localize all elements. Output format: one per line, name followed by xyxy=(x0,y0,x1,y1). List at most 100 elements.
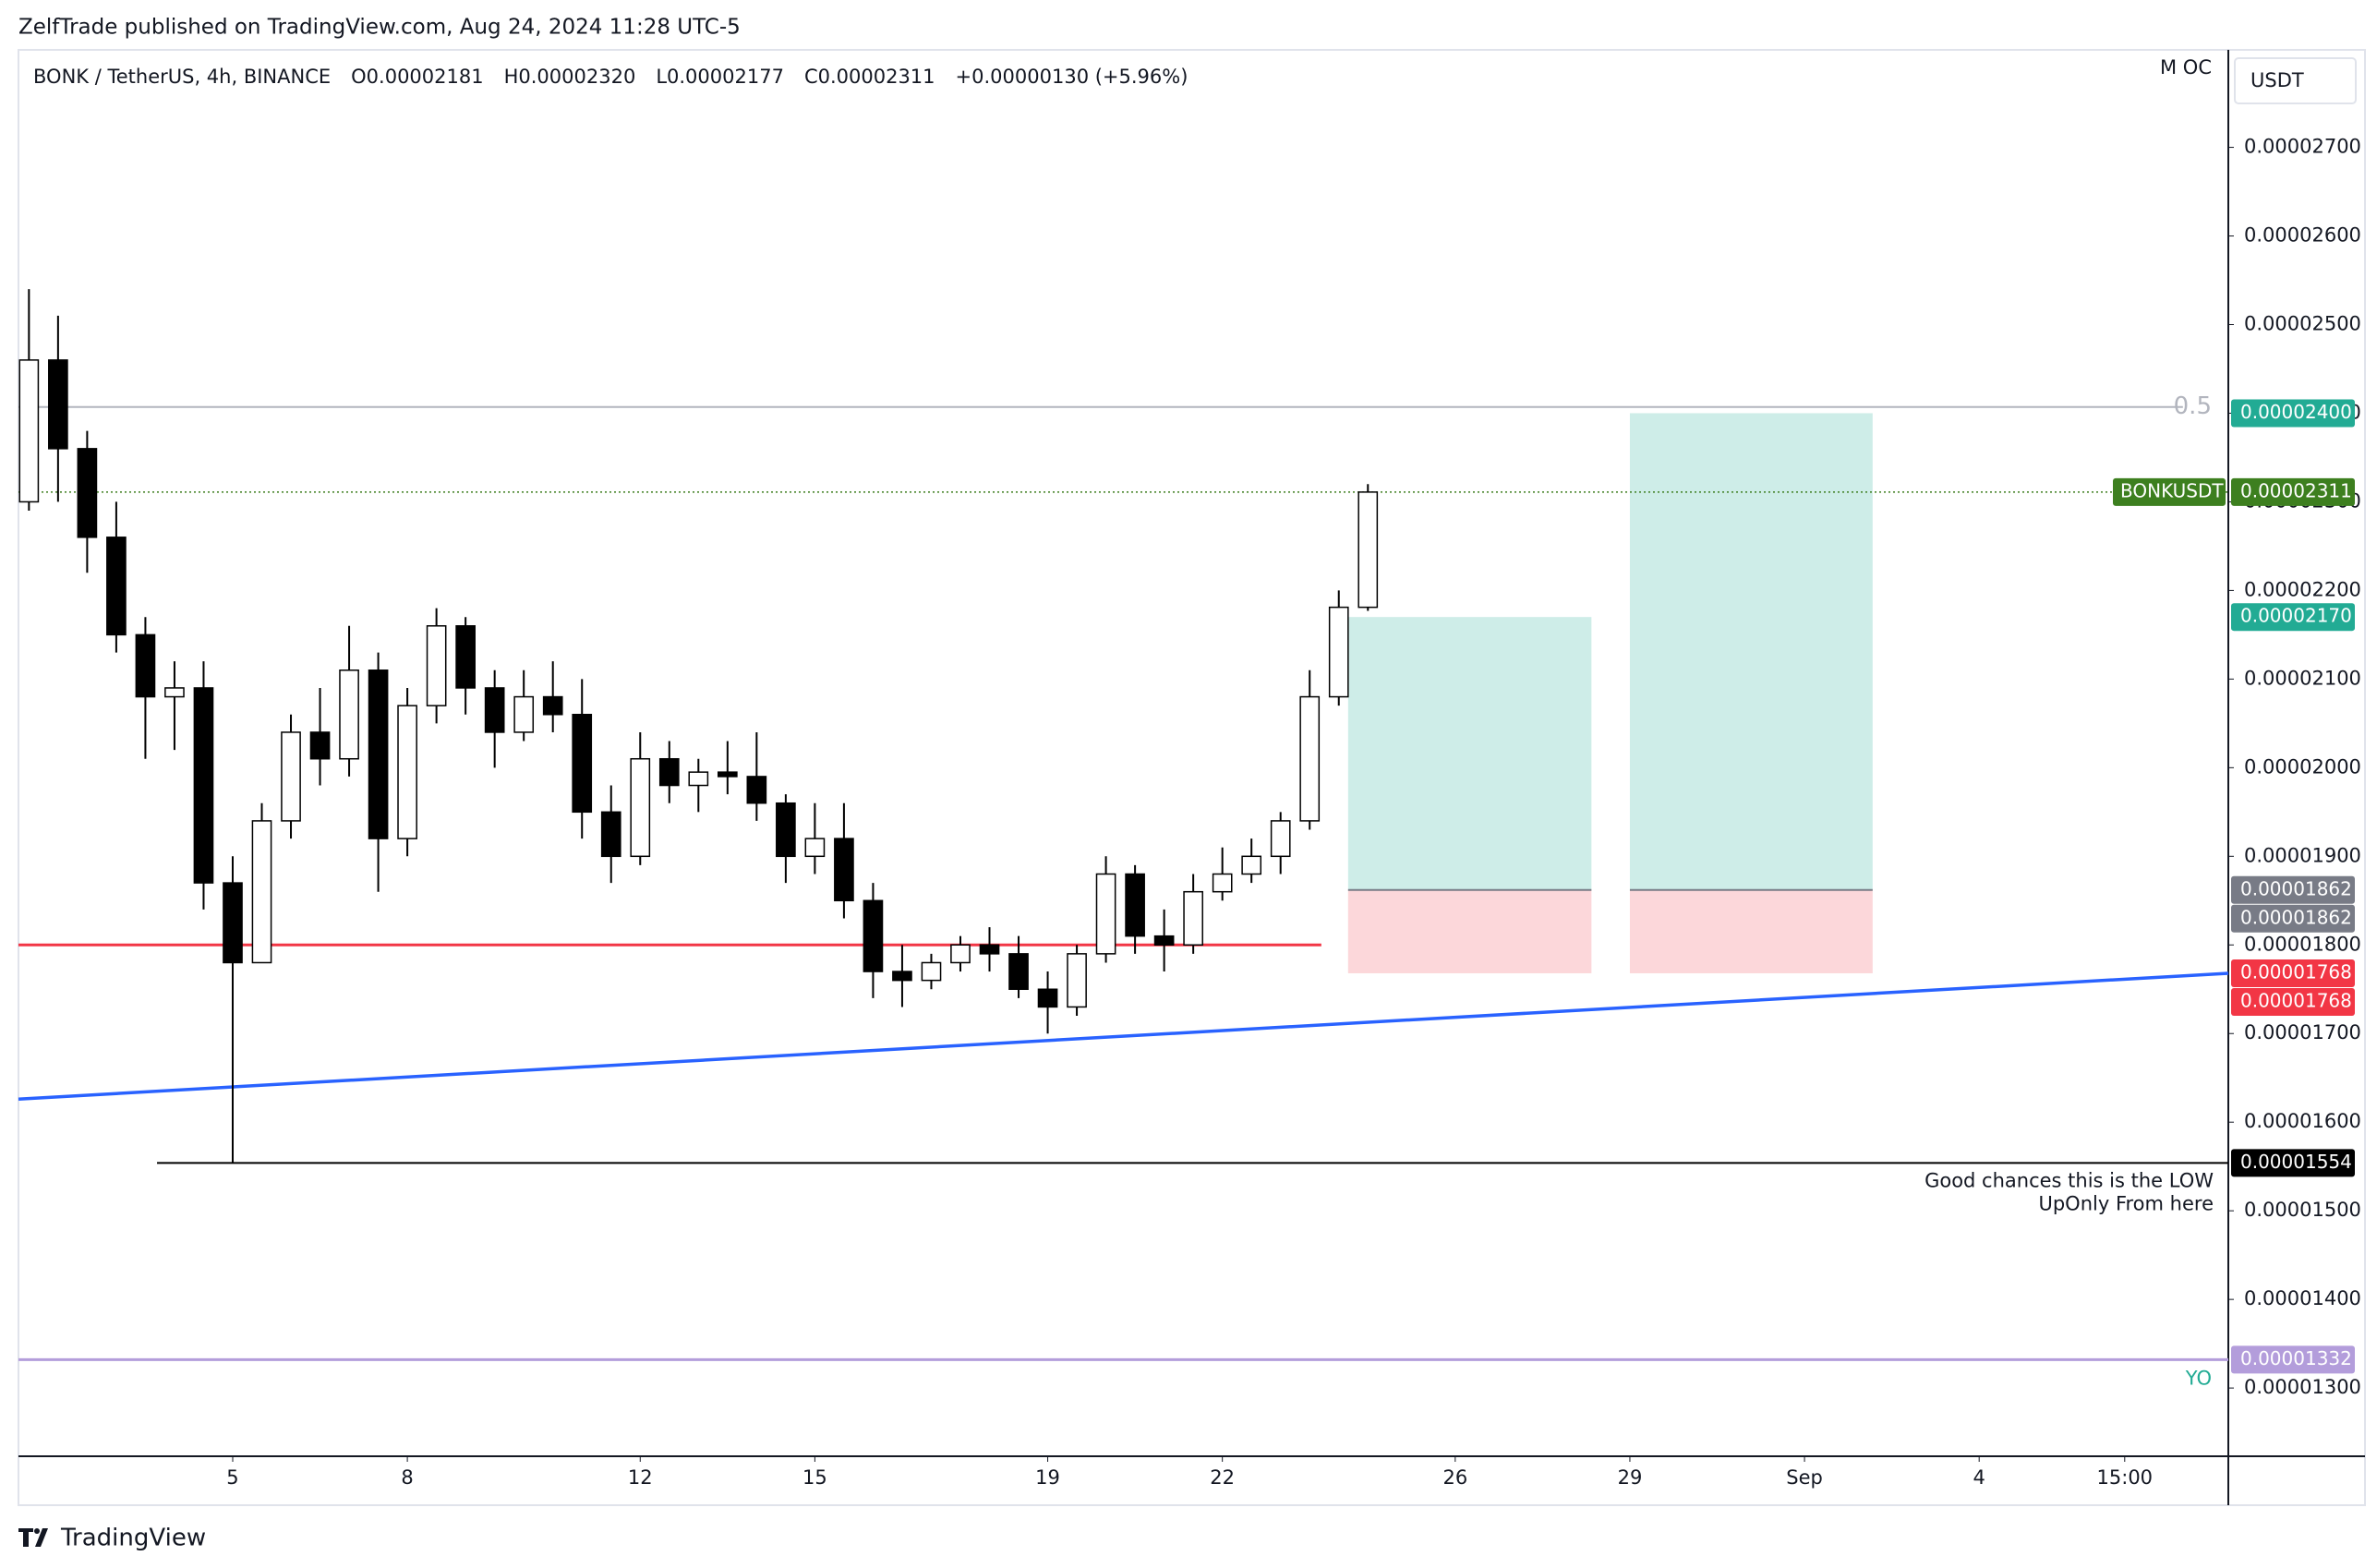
candle-body xyxy=(106,537,127,636)
candle-body xyxy=(572,714,593,814)
candle-body xyxy=(892,971,912,982)
x-tick-label: 22 xyxy=(1210,1466,1235,1489)
ohlc-value: L0.00002177 xyxy=(656,66,784,88)
price-label: 0.00001768 xyxy=(2240,989,2352,1011)
y-tick-label: 0.00002000 xyxy=(2244,755,2361,778)
candle-body xyxy=(397,705,417,839)
candle-body xyxy=(1357,491,1379,609)
candle-body xyxy=(863,899,884,972)
candle-body xyxy=(688,771,709,787)
ohlc-value: C0.00002311 xyxy=(804,66,935,88)
candle-body xyxy=(717,771,738,778)
y-tick-label: 0.00001800 xyxy=(2244,933,2361,955)
annotation: Good chances this is the LOW xyxy=(1925,1169,2214,1191)
candle-body xyxy=(600,811,621,858)
price-label: 0.00002170 xyxy=(2240,605,2352,627)
profit-zone xyxy=(1629,413,1873,890)
x-tick-label: 15:00 xyxy=(2097,1466,2154,1489)
y-tick-label: 0.00001700 xyxy=(2244,1021,2361,1043)
ohlc-value: H0.00002320 xyxy=(504,66,636,88)
candle-body xyxy=(513,695,535,733)
price-label-box xyxy=(2231,987,2355,1016)
candle-body xyxy=(776,802,796,858)
price-label-box xyxy=(2231,477,2355,506)
candle-body xyxy=(1037,988,1058,1008)
price-label-box xyxy=(2231,904,2355,933)
price-label: 0.00002311 xyxy=(2240,479,2352,501)
candle-body xyxy=(426,625,447,706)
stop-zone xyxy=(1629,889,1873,973)
symbol: BONK / TetherUS, 4h, BINANCE xyxy=(33,66,331,88)
x-tick-label: 4 xyxy=(1973,1466,1985,1489)
x-tick-label: 15 xyxy=(802,1466,827,1489)
candle-body xyxy=(804,838,826,858)
price-label: 0.00001332 xyxy=(2240,1347,2352,1369)
price-label-box xyxy=(2231,603,2355,632)
candle-body xyxy=(368,669,389,839)
x-tick-label: 29 xyxy=(1618,1466,1643,1489)
ohlc-value: O0.00002181 xyxy=(351,66,483,88)
candle-body xyxy=(746,776,767,804)
y-tick-label: 0.00002700 xyxy=(2244,136,2361,158)
candle-body xyxy=(339,669,359,760)
candle-body xyxy=(309,731,331,760)
candle-body xyxy=(979,944,1000,955)
price-label: 0.00002400 xyxy=(2240,401,2352,423)
price-label: 0.00001862 xyxy=(2240,877,2352,899)
indicator-label: M OC xyxy=(2160,56,2212,78)
candle-body xyxy=(251,820,272,964)
candle-body xyxy=(630,757,651,858)
price-label-box xyxy=(2231,1345,2355,1374)
candle-body xyxy=(658,757,680,787)
x-tick-label: 5 xyxy=(226,1466,238,1489)
currency-box[interactable] xyxy=(2234,57,2357,104)
candle-body xyxy=(48,359,68,450)
symbol-tag-box xyxy=(2113,477,2226,506)
x-tick-label: 19 xyxy=(1035,1466,1060,1489)
y-tick-label: 0.00001900 xyxy=(2244,844,2361,866)
stop-zone xyxy=(1347,889,1592,973)
brand: TradingView xyxy=(60,1525,206,1552)
fib-label: 0.5 xyxy=(2174,392,2212,420)
candle-body xyxy=(1270,820,1291,858)
candle-body xyxy=(921,961,942,982)
publisher: ZelfTrade published on TradingView.com, … xyxy=(18,16,741,40)
price-label-box xyxy=(2231,1149,2355,1177)
candle-body xyxy=(1299,695,1321,822)
candle-body xyxy=(193,687,214,884)
candle-body xyxy=(484,687,505,733)
candle-body xyxy=(77,448,98,538)
price-label: 0.00001554 xyxy=(2240,1151,2352,1173)
trendline xyxy=(18,971,2229,1101)
candle-body xyxy=(1008,953,1029,991)
candle-body xyxy=(281,731,301,822)
x-tick-label: 8 xyxy=(401,1466,413,1489)
candle-body xyxy=(1183,890,1203,947)
candle-body xyxy=(1125,873,1145,937)
y-tick-label: 0.00002500 xyxy=(2244,312,2361,334)
price-label-box xyxy=(2231,399,2355,428)
y-tick-label: 0.00001600 xyxy=(2244,1110,2361,1132)
candle-body xyxy=(455,625,476,689)
price-label: 0.00001862 xyxy=(2240,906,2352,928)
yearly-open-label: YO xyxy=(2185,1367,2212,1389)
candle-body xyxy=(135,633,156,698)
candle-body xyxy=(1328,606,1349,698)
footer-logo xyxy=(18,1528,48,1547)
symbol-legend: BONK / TetherUS, 4h, BINANCE O0.00002181 H… xyxy=(33,66,1188,88)
candle-body xyxy=(950,944,971,964)
chart-frame xyxy=(18,49,2366,1506)
candle-body xyxy=(164,687,185,698)
x-tick-label: 26 xyxy=(1442,1466,1467,1489)
symbol-tag: BONKUSDT xyxy=(2120,479,2224,501)
candle-body xyxy=(18,359,40,503)
price-label-box xyxy=(2231,875,2355,904)
candle-body xyxy=(1095,873,1116,955)
candle-body xyxy=(1212,873,1233,893)
y-tick-label: 0.00002200 xyxy=(2244,578,2361,600)
annotation: UpOnly From here xyxy=(2038,1192,2214,1214)
candle-body xyxy=(1153,935,1175,947)
ohlc-value: +0.00000130 (+5.96%) xyxy=(956,66,1188,88)
